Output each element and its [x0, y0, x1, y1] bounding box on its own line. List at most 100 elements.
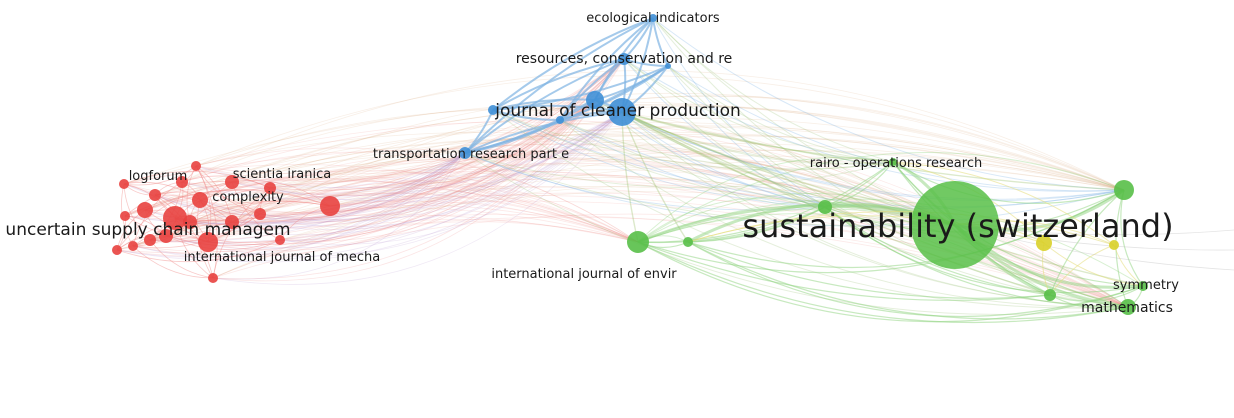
edge: [269, 170, 1129, 308]
edge: [687, 241, 1051, 299]
node-red-d[interactable]: [225, 215, 239, 229]
edge: [623, 58, 826, 208]
node-red-m[interactable]: [120, 211, 130, 221]
edge: [181, 99, 596, 195]
edge: [165, 153, 956, 237]
edge: [195, 58, 625, 174]
edge: [181, 151, 639, 243]
edge: [154, 58, 625, 215]
edge: [492, 109, 561, 122]
edge: [165, 192, 639, 243]
edge: [637, 161, 894, 243]
label-logforum[interactable]: logforum: [129, 169, 188, 184]
node-red-j[interactable]: [112, 245, 122, 255]
node-transportation[interactable]: [459, 147, 471, 159]
node-cleaner[interactable]: [608, 98, 636, 126]
edge: [195, 75, 1125, 191]
label-complexity[interactable]: complexity: [212, 190, 284, 205]
node-envir[interactable]: [627, 231, 649, 253]
node-blue-b[interactable]: [488, 105, 498, 115]
node-green-a[interactable]: [683, 237, 693, 247]
node-red-o[interactable]: [254, 208, 266, 220]
label-rairo[interactable]: rairo - operations research: [810, 156, 982, 171]
node-red-k[interactable]: [128, 241, 138, 251]
node-yellow-b[interactable]: [1109, 240, 1119, 250]
node-red-p[interactable]: [275, 235, 285, 245]
node-blue-a[interactable]: [586, 91, 604, 109]
edge: [124, 111, 623, 225]
edge: [824, 206, 1144, 294]
label-resources-conservation[interactable]: resources, conservation and re: [516, 51, 733, 67]
node-rairo[interactable]: [889, 158, 897, 166]
node-yellow-a[interactable]: [1036, 235, 1052, 251]
node-mathematics[interactable]: [1120, 299, 1136, 315]
node-symmetry[interactable]: [1138, 281, 1148, 291]
edge: [667, 65, 1125, 192]
edge: [165, 235, 281, 250]
node-red-q[interactable]: [149, 189, 161, 201]
edge: [687, 241, 1144, 318]
label-mathematics[interactable]: mathematics: [1081, 300, 1173, 316]
label-intl-journal-mecha[interactable]: international journal of mecha: [184, 250, 380, 265]
edge: [621, 111, 956, 226]
label-scientia-iranica[interactable]: scientia iranica: [233, 167, 331, 182]
node-red-n[interactable]: [191, 161, 201, 171]
label-intl-journal-envir[interactable]: international journal of envir: [491, 267, 677, 282]
node-blue-d[interactable]: [665, 63, 671, 69]
edge: [259, 58, 625, 215]
edge: [231, 99, 596, 191]
node-red-i[interactable]: [176, 176, 188, 188]
edge: [207, 99, 596, 245]
edge: [165, 117, 1125, 237]
edge: [207, 111, 623, 249]
edge: [181, 70, 1125, 191]
node-green-b[interactable]: [818, 200, 832, 214]
edge: [892, 161, 1115, 246]
edge: [652, 17, 826, 208]
edge: [165, 111, 623, 257]
edge: [329, 152, 466, 207]
edge: [144, 111, 623, 236]
edge: [559, 119, 1129, 308]
edge: [652, 17, 894, 163]
node-green-d[interactable]: [1044, 289, 1056, 301]
node-blue-c[interactable]: [556, 116, 564, 124]
node-resources[interactable]: [618, 53, 630, 65]
edge: [1120, 189, 1144, 287]
edge: [154, 179, 639, 243]
label-transportation-research[interactable]: transportation research part e: [373, 147, 569, 162]
node-red-f[interactable]: [264, 182, 276, 194]
node-green-c[interactable]: [1114, 180, 1134, 200]
edge: [621, 111, 826, 208]
label-ecological-indicators[interactable]: ecological indicators: [586, 11, 720, 26]
node-ecological[interactable]: [649, 14, 657, 22]
label-symmetry[interactable]: symmetry: [1113, 278, 1179, 293]
edge: [181, 107, 956, 226]
node-red-l[interactable]: [208, 273, 218, 283]
node-red-hub[interactable]: [320, 196, 340, 216]
node-sustainability[interactable]: [911, 181, 999, 269]
label-sustainability[interactable]: sustainability (switzerland): [742, 207, 1173, 245]
edge: [199, 144, 1129, 308]
edge: [464, 58, 625, 154]
node-red-c[interactable]: [192, 192, 208, 208]
edge: [144, 99, 596, 229]
node-red-a[interactable]: [198, 232, 218, 252]
node-red-r[interactable]: [183, 215, 197, 229]
edge: [132, 152, 466, 257]
edge: [637, 208, 1129, 308]
edge: [149, 111, 623, 243]
node-red-e[interactable]: [225, 175, 239, 189]
node-uncertain[interactable]: [163, 206, 187, 230]
edge: [259, 148, 1129, 308]
label-journal-cleaner-production[interactable]: journal of cleaner production: [494, 101, 741, 121]
node-red-b[interactable]: [137, 202, 153, 218]
edge: [637, 213, 1051, 296]
node-logforum[interactable]: [119, 179, 129, 189]
node-red-g[interactable]: [159, 229, 173, 243]
node-red-h[interactable]: [144, 234, 156, 246]
edge: [892, 161, 1125, 204]
edge: [621, 111, 689, 243]
edge: [492, 109, 826, 208]
label-uncertain-supply-chain[interactable]: uncertain supply chain managem: [5, 220, 290, 240]
